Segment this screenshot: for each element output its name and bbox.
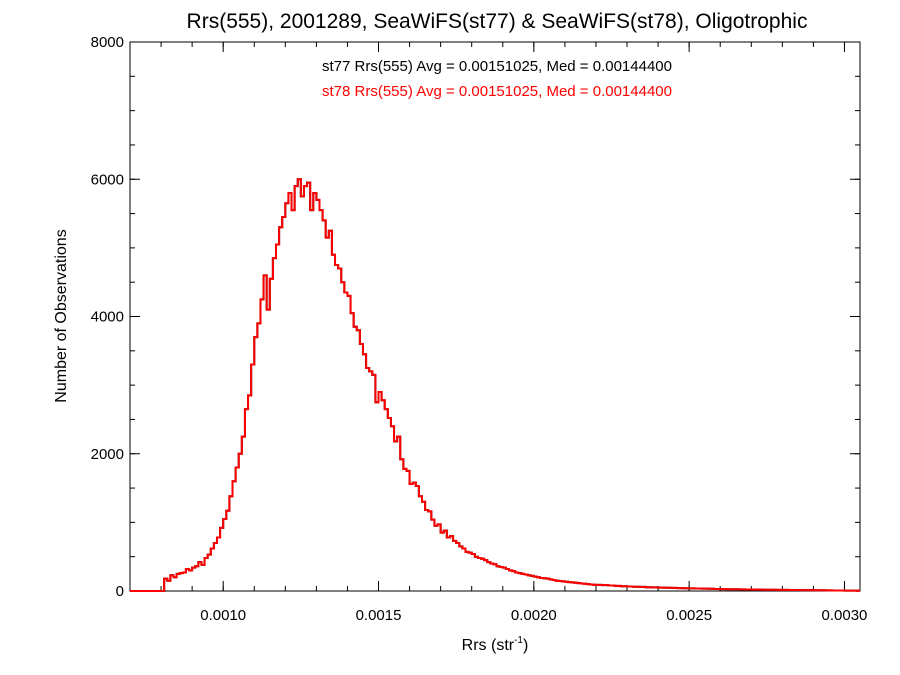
chart-title: Rrs(555), 2001289, SeaWiFS(st77) & SeaWi… — [187, 10, 808, 33]
x-tick-label: 0.0020 — [511, 607, 557, 624]
histogram-series-st77 — [130, 178, 860, 592]
y-axis: 0 2000 4000 6000 8000 — [91, 34, 860, 600]
plot-frame — [129, 41, 861, 592]
x-tick-label: 0.0015 — [356, 607, 402, 624]
stats-annotation: st77 Rrs(555) Avg = 0.00151025, Med = 0.… — [322, 58, 672, 75]
x-tick-label: 0.0025 — [666, 607, 712, 624]
x-axis-label: Rrs (str-1) — [462, 635, 529, 654]
y-tick-label: 8000 — [91, 34, 124, 51]
y-tick-label: 2000 — [91, 446, 124, 463]
stats-annotation: st78 Rrs(555) Avg = 0.00151025, Med = 0.… — [322, 83, 672, 100]
y-tick-label: 6000 — [91, 171, 124, 188]
x-tick-label: 0.0030 — [822, 607, 868, 624]
series-layer — [130, 178, 860, 592]
y-tick-label: 4000 — [91, 309, 124, 326]
plot-area: 0.0010 0.0015 0.0020 0.0025 0.0030 0 2000 4000… — [91, 34, 868, 624]
histogram-series-st78 — [130, 178, 860, 592]
y-axis-label: Number of Observations — [53, 229, 70, 402]
x-axis: 0.0010 0.0015 0.0020 0.0025 0.0030 — [129, 42, 868, 624]
y-tick-label: 0 — [116, 583, 124, 600]
annotations: st77 Rrs(555) Avg = 0.00151025, Med = 0.… — [322, 58, 672, 100]
x-tick-label: 0.0010 — [200, 607, 246, 624]
